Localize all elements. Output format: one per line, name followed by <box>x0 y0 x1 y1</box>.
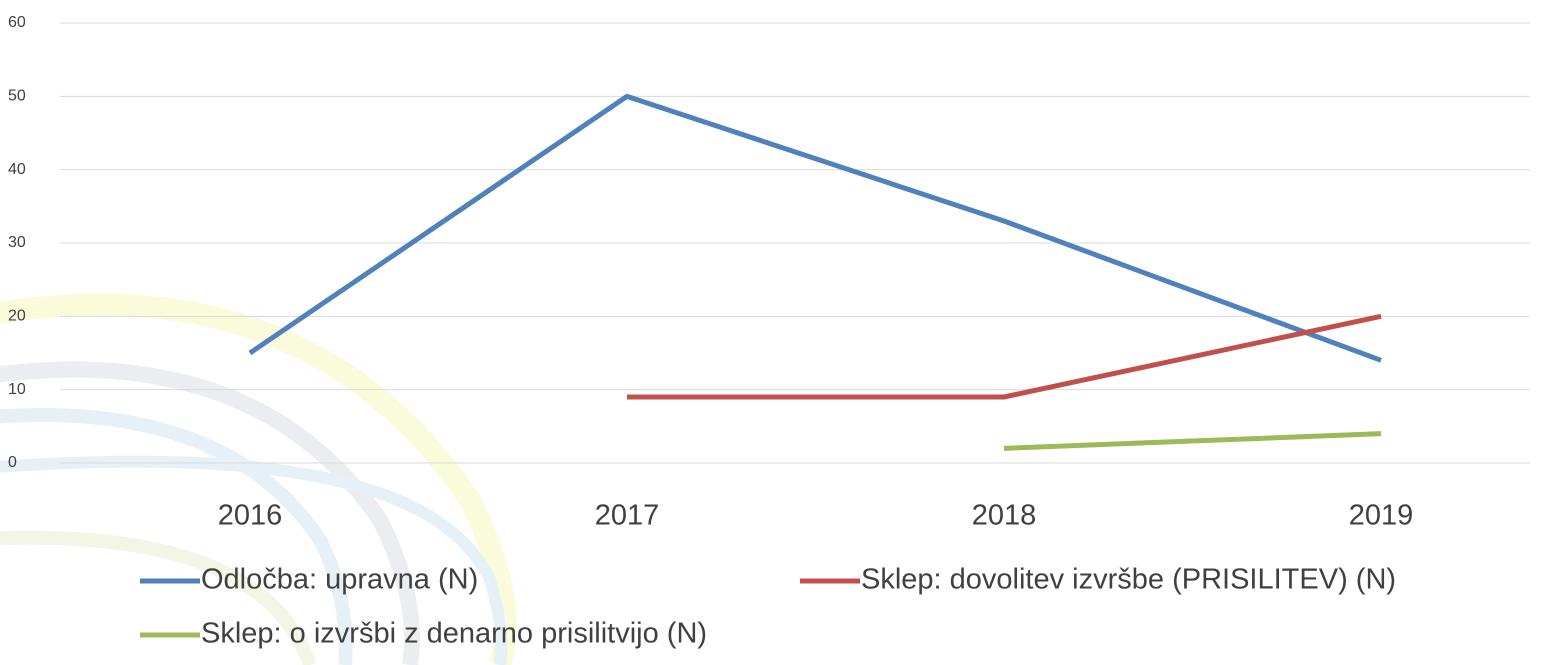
series-line <box>627 313 1382 400</box>
y-tick-label: 50 <box>8 88 26 105</box>
y-tick-label: 10 <box>8 381 26 398</box>
y-tick-label: 30 <box>8 234 26 251</box>
x-tick-label: 2018 <box>972 500 1037 532</box>
y-tick-label: 40 <box>8 161 26 178</box>
legend-label: Sklep: o izvršbi z denarno prisilitvijo … <box>201 618 707 650</box>
legend-label: Odločba: upravna (N) <box>201 564 478 596</box>
legend-label: Sklep: dovolitev izvršbe (PRISILITEV) (N… <box>861 564 1396 596</box>
x-tick-label: 2016 <box>218 500 283 532</box>
background-decoration <box>0 293 517 665</box>
series-line <box>248 93 1382 363</box>
series-line <box>1003 431 1382 451</box>
y-tick-label: 20 <box>8 308 26 325</box>
y-tick-label: 0 <box>8 454 17 471</box>
y-tick-label: 60 <box>8 14 26 31</box>
x-tick-label: 2019 <box>1349 500 1414 532</box>
x-tick-label: 2017 <box>595 500 660 532</box>
